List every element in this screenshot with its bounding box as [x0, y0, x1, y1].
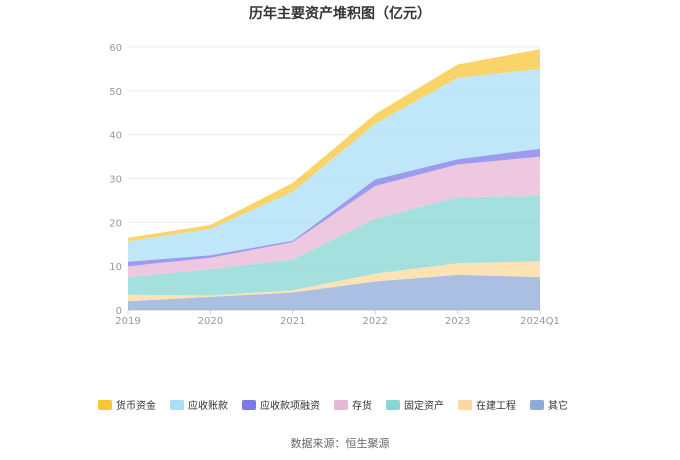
legend-item[interactable]: 应收款项融资 [242, 399, 320, 412]
chart-title: 历年主要资产堆积图（亿元） [249, 5, 431, 22]
x-tick-label: 2020 [198, 316, 223, 327]
legend-label: 固定资产 [404, 399, 444, 412]
legend-item[interactable]: 固定资产 [386, 399, 444, 412]
x-tick-label: 2022 [362, 316, 387, 327]
area-应收账款 [128, 68, 540, 262]
area-固定资产 [128, 196, 540, 296]
legend-item[interactable]: 应收账款 [170, 399, 228, 412]
x-axis: 2019 2020 2021 2022 2023 2024Q1 [115, 310, 560, 327]
y-tick-label: 20 [109, 218, 122, 229]
legend-label: 应收款项融资 [260, 399, 320, 412]
area-货币资金 [128, 49, 540, 242]
legend-item[interactable]: 货币资金 [98, 399, 156, 412]
x-tick-label: 2021 [280, 316, 305, 327]
legend-swatch [458, 400, 472, 410]
y-tick-label: 0 [116, 306, 122, 317]
legend-swatch [242, 400, 256, 410]
legend-item[interactable]: 其它 [530, 399, 568, 412]
area-series [128, 49, 540, 310]
y-tick-label: 60 [109, 43, 122, 54]
legend-label: 在建工程 [476, 399, 516, 412]
area-存货 [128, 156, 540, 278]
data-source: 数据来源：恒生聚源 [291, 436, 390, 450]
legend-swatch [386, 400, 400, 410]
legend-swatch [530, 400, 544, 410]
legend-label: 应收账款 [188, 399, 228, 412]
legend-item[interactable]: 在建工程 [458, 399, 516, 412]
legend-label: 其它 [548, 399, 568, 412]
y-tick-label: 50 [109, 87, 122, 98]
legend-label: 货币资金 [116, 399, 156, 412]
legend-item[interactable]: 存货 [334, 399, 372, 412]
legend-label: 存货 [352, 399, 372, 412]
area-其它 [128, 274, 540, 310]
x-tick-label: 2024Q1 [520, 316, 560, 327]
y-tick-label: 10 [109, 262, 122, 273]
y-tick-label: 40 [109, 131, 122, 142]
x-tick-label: 2019 [115, 316, 140, 327]
y-tick-label: 30 [109, 175, 122, 186]
x-tick-label: 2023 [445, 316, 470, 327]
legend: 货币资金 应收账款 应收款项融资 存货 固定资产 在建工程 其它 [98, 399, 568, 412]
legend-swatch [334, 400, 348, 410]
y-axis: 0 10 20 30 40 50 60 [109, 43, 122, 317]
area-在建工程 [128, 261, 540, 302]
legend-swatch [98, 400, 112, 410]
legend-swatch [170, 400, 184, 410]
area-应收款项融资 [128, 148, 540, 267]
